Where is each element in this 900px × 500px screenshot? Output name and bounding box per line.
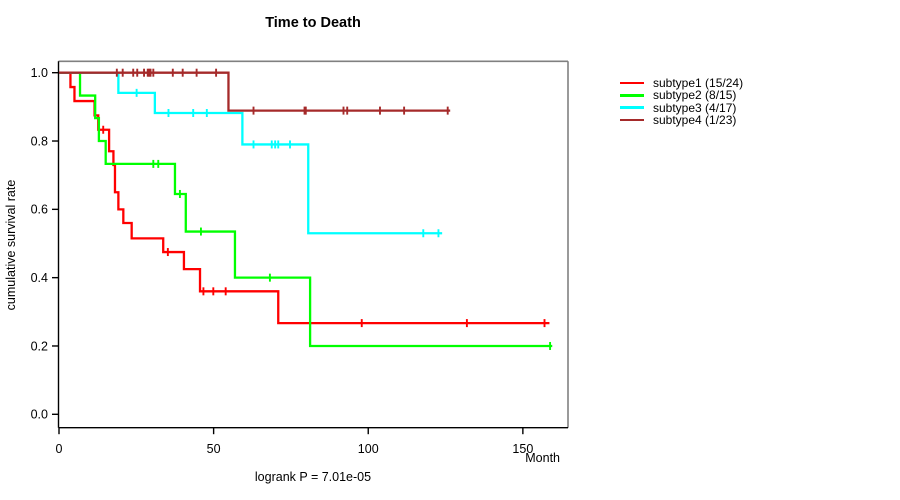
y-tick-label: 0.8 [31,134,48,148]
x-tick-label: 100 [358,442,379,456]
y-tick-label: 1.0 [31,66,48,80]
legend-item-subtype1: subtype1 (15/24) [620,76,744,91]
legend-item-subtype4: subtype4 (1/23) [620,113,743,128]
survival-curve-subtype3 [59,71,443,235]
legend-item-subtype3: subtype3 (4/17) [620,100,743,115]
legend-line-swatch [620,118,644,122]
x-axis-title: Month [525,451,560,465]
legend-label: subtype4 (1/23) [653,113,737,128]
legend-line-swatch [620,94,644,97]
logrank-pvalue-label: logrank P = 7.01e-05 [254,470,372,484]
legend-item-subtype2: subtype2 (8/15) [620,88,743,103]
chart-title: Time to Death [265,15,361,31]
legend-line-swatch [620,106,644,109]
x-tick-label: 0 [56,442,63,456]
legend-label: subtype1 (15/24) [653,76,744,91]
y-tick-label: 0.0 [31,408,48,422]
x-tick-label: 50 [207,442,221,456]
survival-curve-subtype2 [59,71,553,348]
y-tick-label: 0.6 [31,203,48,217]
legend-label: subtype3 (4/17) [653,100,737,115]
y-tick-label: 0.2 [31,339,48,353]
legend-line-swatch [620,81,644,85]
x-tick-label: 150 [512,442,533,456]
y-tick-label: 0.4 [31,271,48,285]
y-axis-title: cumulative survival rate [4,179,18,311]
survival-curve-subtype1 [59,71,550,325]
legend-label: subtype2 (8/15) [653,88,737,103]
legend: subtype1 (15/24) subtype2 (8/15) subtype… [620,76,744,128]
